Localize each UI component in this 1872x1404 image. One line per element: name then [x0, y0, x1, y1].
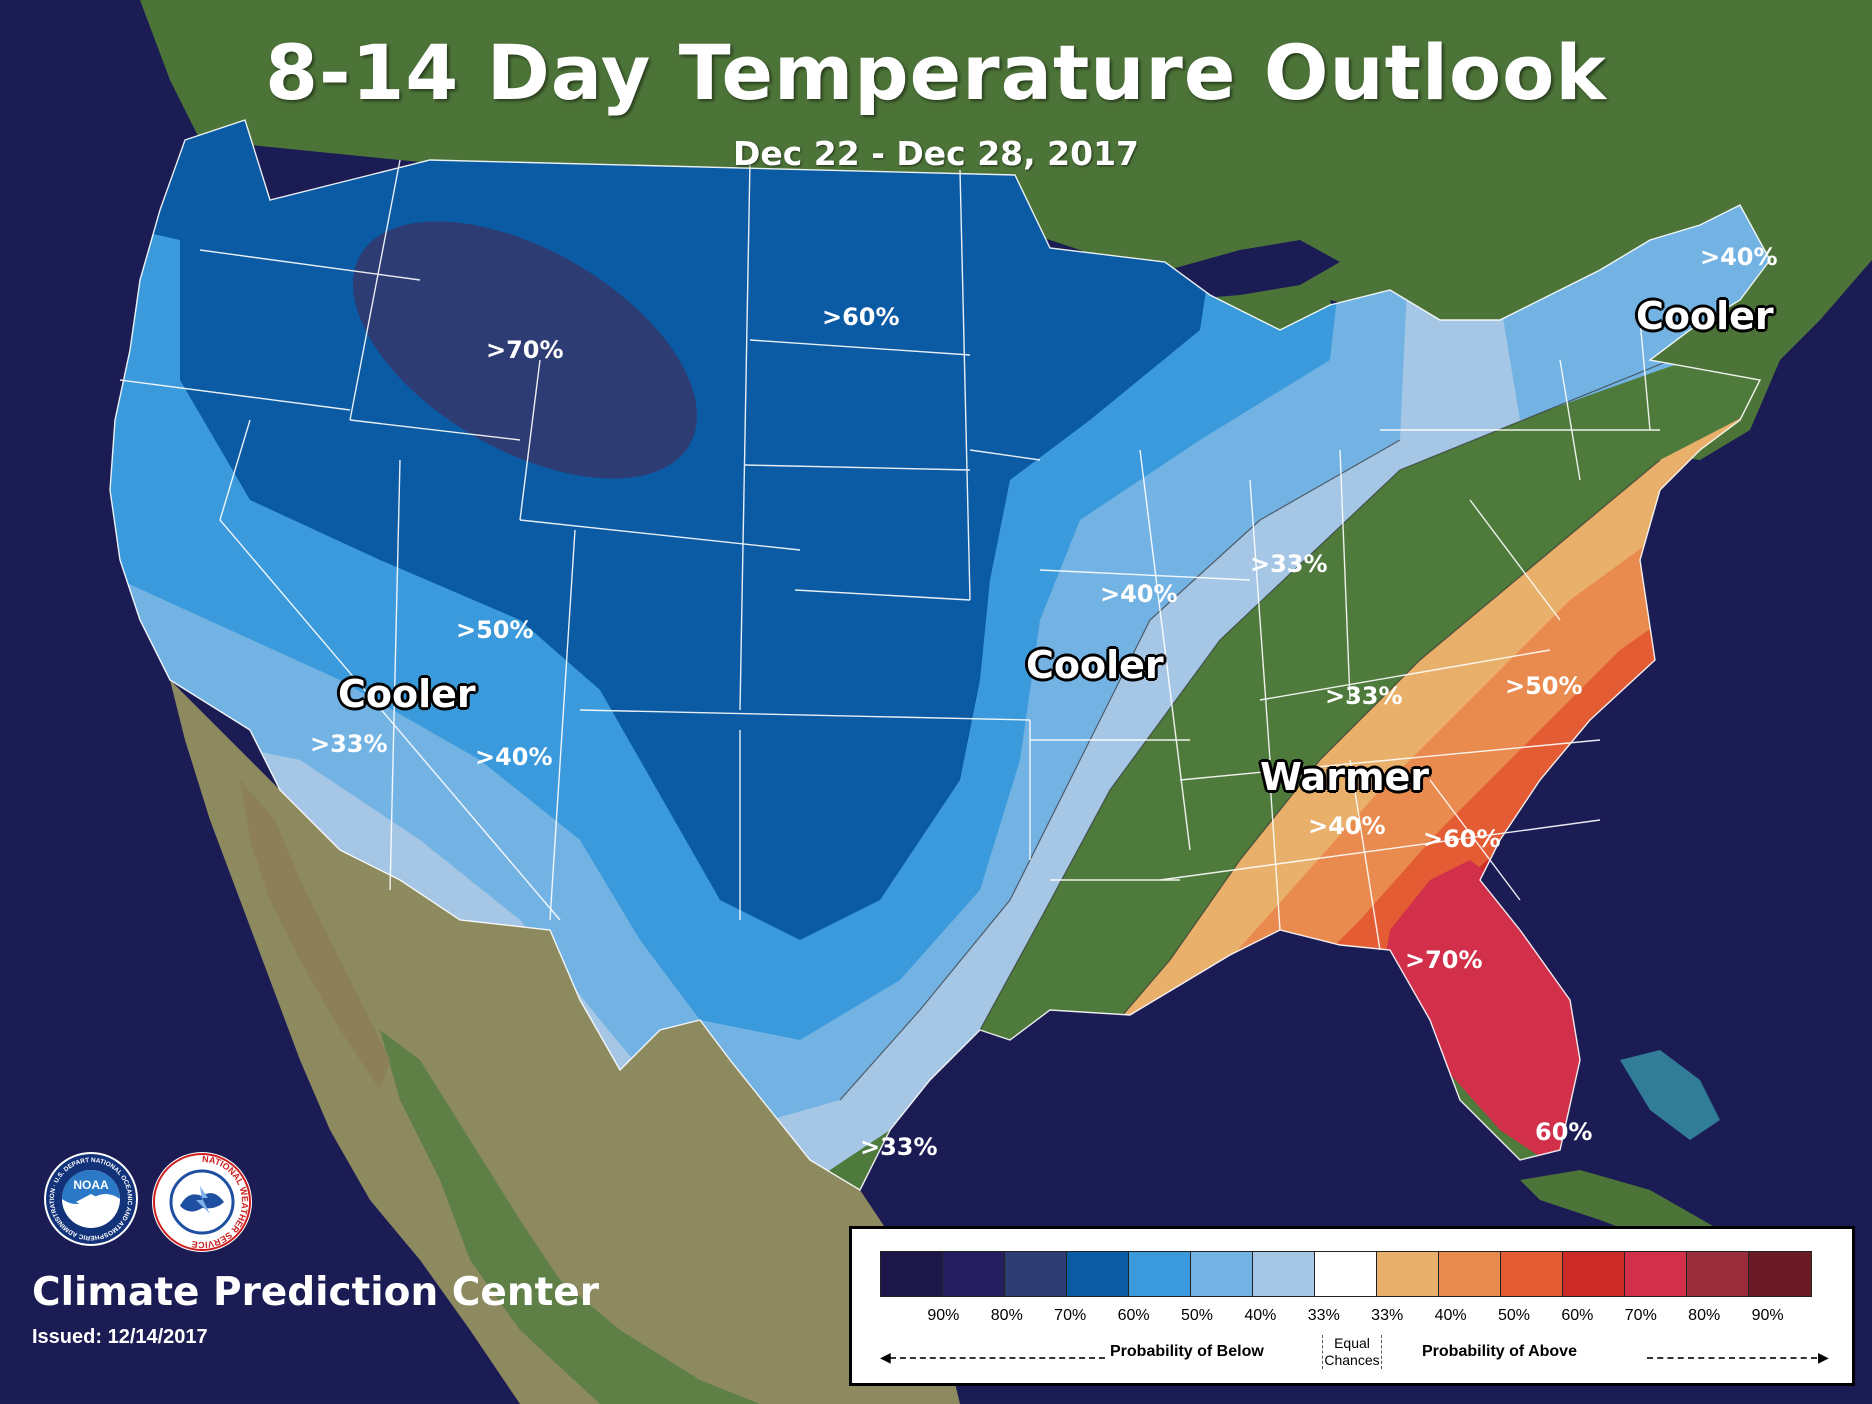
right-arrow-icon: ▶ [1818, 1349, 1829, 1365]
legend-swatch [1067, 1252, 1129, 1296]
legend-swatch [943, 1252, 1005, 1296]
contour-label-below-40-sw: >40% [475, 743, 553, 771]
legend-tick-label: 40% [1244, 1307, 1277, 1324]
legend-below-arrow-line [890, 1357, 1105, 1359]
legend-tick-label: 80% [990, 1307, 1023, 1324]
category-label-warmer-southeast: Warmer [1260, 755, 1430, 799]
legend-above-arrow-line [1647, 1357, 1817, 1359]
legend-swatch [1129, 1252, 1191, 1296]
state-borders [109, 119, 1771, 1191]
legend: 90% 80% 70% 60% 50% 40% 33% 33% 40% 50% 60% 70% 80% 9… [849, 1226, 1855, 1386]
legend-tick-label: 80% [1688, 1307, 1721, 1324]
noaa-logo-text: NOAA [73, 1178, 109, 1192]
left-arrow-icon: ◀ [880, 1349, 891, 1365]
contour-label-above-40: >40% [1308, 812, 1386, 840]
category-label-cooler-central: Cooler [1026, 643, 1164, 687]
legend-tick-label: 50% [1497, 1307, 1531, 1324]
map-title: 8-14 Day Temperature Outlook [265, 28, 1607, 117]
category-label-cooler-northeast: Cooler [1636, 294, 1774, 338]
legend-swatch [1625, 1252, 1687, 1296]
contour-label-below-33-ca: >33% [310, 730, 388, 758]
contour-label-above-60: >60% [1423, 825, 1501, 853]
legend-swatch [1005, 1252, 1067, 1296]
legend-swatch [1315, 1252, 1377, 1296]
legend-tick-label: 33% [1371, 1307, 1404, 1324]
contour-label-below-40-mw: >40% [1100, 580, 1178, 608]
contour-label-below-50: >50% [456, 616, 534, 644]
legend-swatch [1377, 1252, 1439, 1296]
legend-tick-label: 70% [1624, 1307, 1657, 1324]
agency-name: Climate Prediction Center [32, 1270, 599, 1315]
nws-logo: NATIONAL WEATHER SERVICE [152, 1152, 252, 1252]
land-mexico-green [380, 1030, 760, 1404]
contour-label-below-33-tx: >33% [860, 1133, 938, 1161]
legend-swatch [1563, 1252, 1625, 1296]
contour-label-above-33: >33% [1325, 682, 1403, 710]
contour-label-below-40-ne: >40% [1700, 243, 1778, 271]
contour-label-below-70: >70% [486, 336, 564, 364]
noaa-logo: NATIONAL OCEANIC AND ATMOSPHERIC ADMINIS… [42, 1150, 138, 1246]
legend-swatch [1749, 1252, 1811, 1296]
legend-swatch [1253, 1252, 1315, 1296]
legend-tick-label: 50% [1180, 1307, 1214, 1324]
legend-color-bar [880, 1251, 1812, 1297]
legend-swatch [1439, 1252, 1501, 1296]
contour-label-above-60-fl: 60% [1535, 1118, 1593, 1146]
land-baja [240, 780, 390, 1090]
zone-below-70 [353, 221, 697, 479]
contour-label-below-33-mw: >33% [1250, 550, 1328, 578]
legend-equal-chances: Equal Chances [1322, 1335, 1382, 1369]
category-label-cooler-west: Cooler [338, 672, 476, 716]
legend-tick-label: 60% [1117, 1307, 1150, 1324]
land-mexico [170, 680, 960, 1404]
map-subtitle: Dec 22 - Dec 28, 2017 [732, 134, 1140, 173]
legend-tick-label: 90% [1751, 1307, 1784, 1324]
legend-swatch [1191, 1252, 1253, 1296]
legend-swatch [1687, 1252, 1749, 1296]
legend-below-label: Probability of Below [1110, 1343, 1264, 1360]
contour-label-above-50: >50% [1505, 672, 1583, 700]
legend-above-label: Probability of Above [1422, 1343, 1577, 1360]
legend-tick-label: 40% [1434, 1307, 1467, 1324]
legend-tick-label: 70% [1054, 1307, 1087, 1324]
contour-label-below-60: >60% [822, 303, 900, 331]
legend-tick-label: 33% [1307, 1307, 1340, 1324]
legend-swatch [1501, 1252, 1563, 1296]
legend-tick-label: 60% [1561, 1307, 1594, 1324]
legend-tick-label: 90% [927, 1307, 960, 1324]
legend-ticks: 90% 80% 70% 60% 50% 40% 33% 33% 40% 50% 60% 70% 80% 9… [880, 1307, 1830, 1327]
legend-swatch [881, 1252, 943, 1296]
bahamas-shallows [1620, 1050, 1720, 1140]
contour-label-above-70: >70% [1405, 946, 1483, 974]
issued-date: Issued: 12/14/2017 [32, 1326, 208, 1348]
